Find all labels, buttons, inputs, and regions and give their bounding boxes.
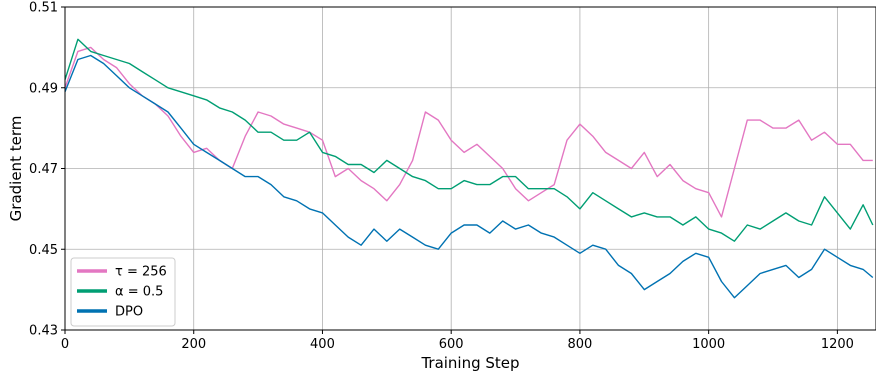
legend-label: τ = 256 xyxy=(115,265,167,280)
x-tick-label: 200 xyxy=(181,337,206,352)
x-tick-label: 1000 xyxy=(692,337,725,352)
series-line-0 xyxy=(64,46,873,218)
x-tick-label: 800 xyxy=(568,337,593,352)
y-axis: 0.43 0.45 0.47 0.49 0.51 xyxy=(29,1,65,339)
x-axis-label: Training Step xyxy=(420,354,519,372)
y-tick-label: 0.49 xyxy=(29,81,58,96)
legend-label: α = 0.5 xyxy=(115,285,163,300)
series-line-2 xyxy=(64,54,874,299)
legend-box xyxy=(70,257,176,327)
y-tick-label: 0.51 xyxy=(29,1,58,16)
series-line-1 xyxy=(64,38,874,242)
series-lines xyxy=(64,38,874,299)
grid xyxy=(64,6,876,331)
y-tick-label: 0.43 xyxy=(29,324,58,339)
legend: τ = 256 α = 0.5 DPO xyxy=(70,257,176,327)
y-tick-label: 0.47 xyxy=(29,162,58,177)
x-tick-label: 1200 xyxy=(821,337,854,352)
y-axis-label: Gradient term xyxy=(7,116,25,222)
y-tick-label: 0.45 xyxy=(29,243,58,258)
x-axis: 0 200 400 600 800 1000 1200 xyxy=(61,330,854,352)
x-tick-label: 0 xyxy=(61,337,69,352)
x-tick-label: 400 xyxy=(310,337,335,352)
x-tick-label: 600 xyxy=(439,337,464,352)
legend-label: DPO xyxy=(115,305,143,320)
